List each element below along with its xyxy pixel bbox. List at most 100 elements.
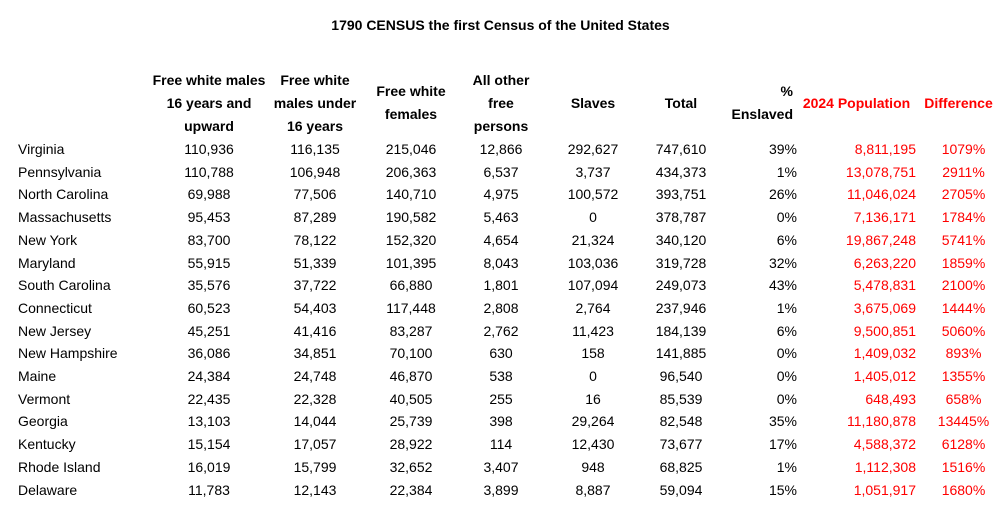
cell-free-white-females: 117,448: [386, 299, 436, 316]
cell-total: 434,373: [655, 163, 707, 180]
cell-difference: 1444%: [941, 299, 986, 316]
cell-state: Massachusetts: [18, 209, 112, 226]
cell-difference: 1516%: [941, 458, 986, 475]
cell-percent-enslaved: 0%: [776, 345, 797, 362]
cell-free-white-males-under-16: 51,339: [293, 254, 337, 271]
cell-slaves: 3,737: [575, 163, 611, 180]
table-row: Maryland 55,915 51,339 101,395 8,043 103,036 3…: [0, 252, 1001, 275]
cell-population-2024: 19,867,248: [845, 231, 916, 248]
cell-free-white-males-16-up: 83,700: [187, 231, 231, 248]
cell-free-white-males-under-16: 78,122: [293, 231, 337, 248]
cell-slaves: 12,430: [571, 436, 615, 453]
cell-state: South Carolina: [18, 277, 111, 294]
cell-all-other-free-persons: 6,537: [483, 163, 519, 180]
cell-state: Kentucky: [18, 436, 76, 453]
cell-free-white-females: 152,320: [385, 231, 437, 248]
cell-population-2024: 1,405,012: [853, 368, 916, 385]
cell-total: 319,728: [655, 254, 707, 271]
cell-difference: 6128%: [941, 436, 986, 453]
cell-difference: 2705%: [941, 186, 986, 203]
table-row: Connecticut 60,523 54,403 117,448 2,808 2,764…: [0, 297, 1001, 320]
cell-slaves: 21,324: [571, 231, 615, 248]
cell-difference: 1784%: [941, 209, 986, 226]
cell-all-other-free-persons: 3,407: [483, 458, 519, 475]
cell-percent-enslaved: 0%: [776, 390, 797, 407]
cell-free-white-females: 40,505: [389, 390, 433, 407]
cell-free-white-females: 83,287: [389, 322, 433, 339]
cell-population-2024: 7,136,171: [853, 209, 916, 226]
table-body: Virginia 110,936 116,135 215,046 12,866 292,6…: [0, 138, 1001, 501]
cell-all-other-free-persons: 114: [489, 436, 513, 453]
page-title: 1790 CENSUS the first Census of the Unit…: [331, 17, 670, 33]
cell-difference: 2911%: [942, 163, 985, 180]
cell-free-white-males-16-up: 24,384: [187, 368, 231, 385]
cell-total: 73,677: [659, 436, 703, 453]
cell-state: Maine: [18, 368, 57, 385]
cell-slaves: 8,887: [575, 481, 611, 498]
cell-slaves: 29,264: [571, 413, 615, 430]
cell-free-white-males-under-16: 41,416: [293, 322, 337, 339]
column-header-free-white-males-16-up: Free white males 16 years and upward: [152, 71, 266, 134]
cell-slaves: 16: [585, 390, 601, 407]
cell-population-2024: 4,588,372: [853, 436, 916, 453]
cell-free-white-females: 101,395: [385, 254, 437, 271]
cell-all-other-free-persons: 2,808: [483, 299, 519, 316]
cell-free-white-males-under-16: 17,057: [293, 436, 337, 453]
cell-free-white-females: 46,870: [389, 368, 433, 385]
cell-all-other-free-persons: 4,654: [483, 231, 519, 248]
cell-all-other-free-persons: 630: [489, 345, 513, 362]
cell-percent-enslaved: 17%: [768, 436, 797, 453]
cell-all-other-free-persons: 538: [489, 368, 513, 385]
cell-slaves: 100,572: [567, 186, 619, 203]
cell-difference: 1859%: [941, 254, 986, 271]
cell-state: New Hampshire: [18, 345, 118, 362]
cell-slaves: 2,764: [575, 299, 611, 316]
cell-state: New York: [18, 231, 78, 248]
column-header-population-2024: 2024 Population: [802, 94, 911, 111]
cell-difference: 13445%: [937, 413, 990, 430]
column-header-free-white-males-under-16: Free white males under 16 years: [273, 71, 357, 134]
table-row: Virginia 110,936 116,135 215,046 12,866 292,6…: [0, 138, 1001, 161]
cell-slaves: 11,423: [572, 322, 614, 339]
column-header-difference: Difference: [924, 94, 993, 111]
cell-slaves: 948: [581, 458, 605, 475]
table-row: Vermont 22,435 22,328 40,505 255 16 85,539 0% 64…: [0, 388, 1001, 411]
cell-state: Pennsylvania: [18, 163, 102, 180]
cell-total: 237,946: [655, 299, 707, 316]
cell-percent-enslaved: 15%: [768, 481, 797, 498]
cell-state: Connecticut: [18, 299, 92, 316]
cell-total: 96,540: [659, 368, 703, 385]
cell-difference: 2100%: [941, 277, 986, 294]
cell-state: North Carolina: [18, 186, 109, 203]
cell-free-white-males-16-up: 35,576: [187, 277, 231, 294]
cell-difference: 1355%: [941, 368, 986, 385]
cell-population-2024: 5,478,831: [853, 277, 916, 294]
cell-free-white-males-under-16: 34,851: [293, 345, 337, 362]
table-row: Rhode Island 16,019 15,799 32,652 3,407 948 68…: [0, 456, 1001, 479]
cell-all-other-free-persons: 3,899: [483, 481, 519, 498]
cell-free-white-females: 70,100: [389, 345, 433, 362]
cell-state: Vermont: [18, 390, 71, 407]
cell-population-2024: 1,112,308: [854, 458, 916, 475]
cell-free-white-males-16-up: 55,915: [187, 254, 231, 271]
cell-all-other-free-persons: 255: [489, 390, 513, 407]
cell-percent-enslaved: 0%: [776, 368, 797, 385]
cell-free-white-males-16-up: 45,251: [187, 322, 231, 339]
cell-free-white-females: 66,880: [389, 277, 433, 294]
cell-free-white-females: 28,922: [389, 436, 433, 453]
cell-total: 184,139: [655, 322, 707, 339]
cell-state: New Jersey: [18, 322, 92, 339]
table-row: New York 83,700 78,122 152,320 4,654 21,324 34…: [0, 229, 1001, 252]
cell-percent-enslaved: 1%: [776, 163, 797, 180]
cell-population-2024: 9,500,851: [853, 322, 916, 339]
table-row: North Carolina 69,988 77,506 140,710 4,975 10…: [0, 183, 1001, 206]
cell-free-white-males-under-16: 54,403: [293, 299, 337, 316]
cell-percent-enslaved: 35%: [768, 413, 797, 430]
cell-population-2024: 648,493: [865, 390, 916, 407]
cell-all-other-free-persons: 5,463: [483, 209, 519, 226]
cell-free-white-males-under-16: 116,135: [290, 141, 340, 157]
cell-total: 747,610: [655, 141, 707, 157]
column-header-slaves: Slaves: [570, 94, 616, 111]
cell-difference: 5060%: [941, 322, 986, 339]
table-row: Delaware 11,783 12,143 22,384 3,899 8,887 59,0…: [0, 479, 1001, 502]
